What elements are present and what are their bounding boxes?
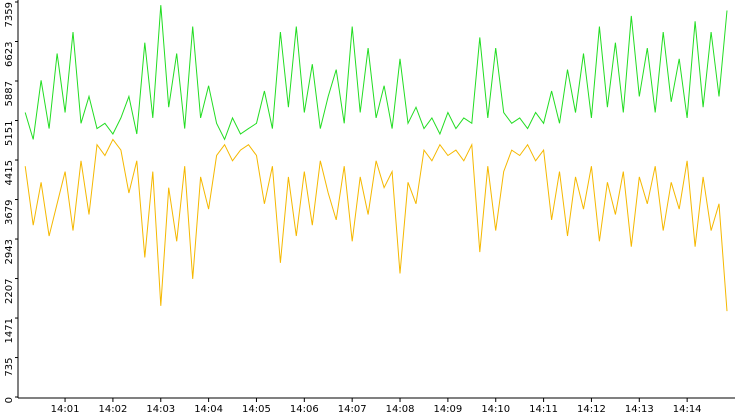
series-line [24,5,728,141]
x-tick-label: 14:02 [98,404,127,415]
x-tick-label: 14:12 [577,404,606,415]
y-tick-label: 4415 [4,160,15,185]
y-tick-label: 7359 [4,2,15,27]
x-tick-label: 14:11 [529,404,558,415]
x-tick-label: 14:10 [481,404,510,415]
x-tick-label: 14:13 [625,404,654,415]
y-tick-label: 3679 [4,200,15,225]
y-tick-label: 5151 [4,121,15,146]
y-tick-label: 1471 [4,318,15,343]
x-tick-label: 14:04 [194,404,223,415]
y-tick-label: 6623 [4,42,15,67]
x-tick-label: 14:06 [290,404,319,415]
x-tick-label: 14:01 [51,404,80,415]
y-tick-label: 2207 [4,279,15,304]
x-tick-label: 14:07 [338,404,367,415]
x-tick-label: 14:05 [242,404,271,415]
series-line [24,138,728,312]
x-tick-label: 14:08 [386,404,415,415]
x-tick-label: 14:09 [433,404,462,415]
x-tick-label: 14:14 [673,404,702,415]
y-tick-label: 0 [4,397,15,403]
y-tick-label: 2943 [4,239,15,264]
y-tick-label: 735 [4,358,15,377]
x-tick-label: 14:03 [146,404,175,415]
y-tick-label: 5887 [4,81,15,106]
